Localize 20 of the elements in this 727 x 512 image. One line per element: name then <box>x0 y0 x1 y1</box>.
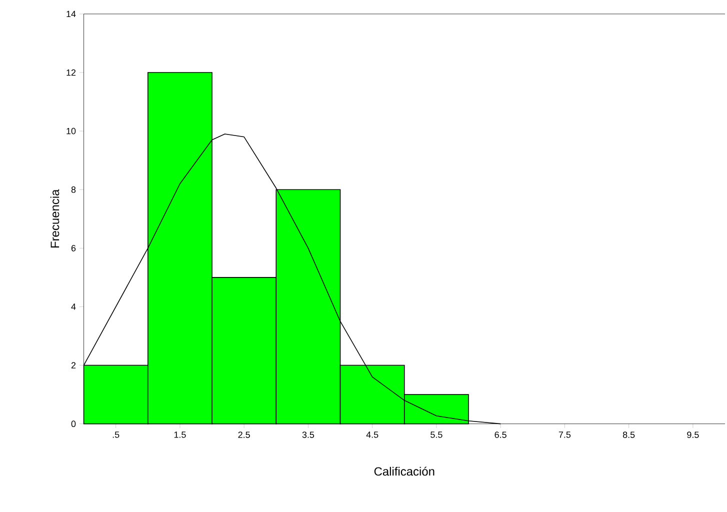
y-tick-label: 14 <box>66 11 76 18</box>
y-tick-label: 0 <box>71 420 76 428</box>
y-tick-label: 4 <box>71 304 76 310</box>
x-tick-label: 4.5 <box>366 432 378 438</box>
y-axis-title: Frecuencia <box>50 190 60 248</box>
x-tick-label: 5.5 <box>430 432 442 438</box>
x-tick-label: 3.5 <box>302 432 314 438</box>
x-tick-label: 6.5 <box>494 432 506 438</box>
y-tick-label: 2 <box>71 362 76 369</box>
y-tick-label: 10 <box>66 128 76 134</box>
x-tick-label: .5 <box>112 432 120 438</box>
x-tick-label: 9.5 <box>687 432 699 438</box>
x-tick-label: 8.5 <box>622 432 635 438</box>
x-tick-label: 1.5 <box>174 432 186 438</box>
y-tick-label: 8 <box>71 186 76 193</box>
x-axis-title: Calificación <box>374 466 434 476</box>
y-tick-label: 12 <box>66 70 76 76</box>
y-tick-label: 6 <box>71 245 76 252</box>
x-tick-label: 2.5 <box>238 432 250 438</box>
x-tick-label: 7.5 <box>558 432 571 438</box>
